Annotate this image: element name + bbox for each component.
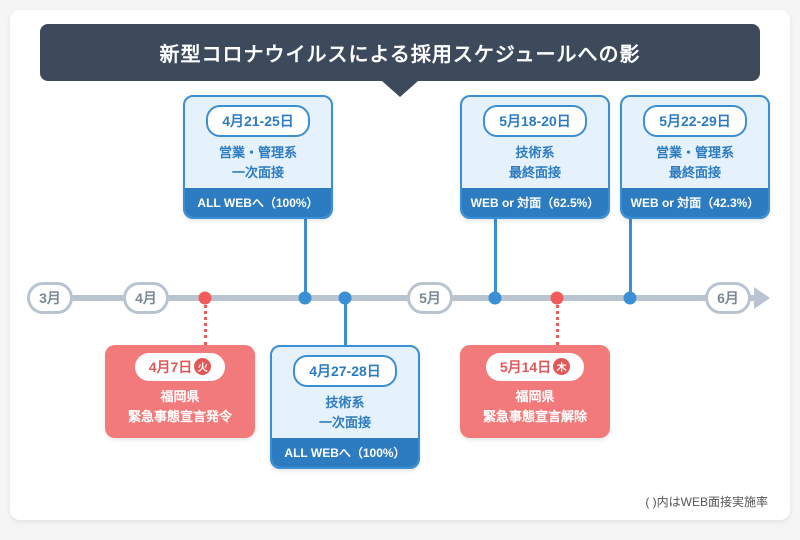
connector [556,298,559,345]
event-date: 5月22-29日 [643,105,747,137]
event-date: 4月7日火 [135,353,226,381]
event-box-may22: 5月22-29日営業・管理系最終面接 WEB or 対面（42.3%） [620,95,770,219]
event-footer: WEB or 対面（42.3%） [622,188,768,217]
event-body-line: 一次面接 [278,413,412,433]
event-body-line: 営業・管理系 [191,143,325,163]
timeline-dot [489,292,502,305]
connector [344,298,347,345]
event-footer: WEB or 対面（62.5%） [462,188,608,217]
connector [629,217,632,298]
event-body-line: 技術系 [468,143,602,163]
connector [304,217,307,298]
month-marker: 6月 [705,282,751,314]
event-body-line: 福岡県 [111,387,249,407]
event-box-apr27: 4月27-28日技術系一次面接 ALL WEBへ（100%） [270,345,420,469]
month-marker: 5月 [407,282,453,314]
timeline-dot [624,292,637,305]
title-text: 新型コロナウイルスによる採用スケジュールへの影 [160,44,641,66]
event-footer: ALL WEBへ（100%） [185,188,331,217]
weekday-icon: 木 [553,358,570,375]
event-box-may14: 5月14日木福岡県緊急事態宣言解除 [460,345,610,438]
event-body-line: 技術系 [278,393,412,413]
event-body-line: 緊急事態宣言解除 [466,407,604,427]
month-marker: 3月 [27,282,73,314]
event-body-line: 福岡県 [466,387,604,407]
weekday-icon: 火 [194,358,211,375]
timeline-dot [199,292,212,305]
event-body-line: 一次面接 [191,163,325,183]
event-box-apr21: 4月21-25日営業・管理系一次面接 ALL WEBへ（100%） [183,95,333,219]
event-date: 5月18-20日 [483,105,587,137]
event-date: 4月27-28日 [293,355,397,387]
month-marker: 4月 [123,282,169,314]
event-box-apr7: 4月7日火福岡県緊急事態宣言発令 [105,345,255,438]
event-body-line: 営業・管理系 [628,143,762,163]
event-footer: ALL WEBへ（100%） [272,438,418,467]
event-body-line: 最終面接 [468,163,602,183]
connector [204,298,207,345]
footnote: ( )内はWEB面接実施率 [645,493,768,510]
timeline-dot [551,292,564,305]
event-box-may18: 5月18-20日技術系最終面接 WEB or 対面（62.5%） [460,95,610,219]
event-date: 5月14日木 [486,353,584,381]
timeline-dot [339,292,352,305]
connector [494,217,497,298]
title-bar: 新型コロナウイルスによる採用スケジュールへの影 [40,24,760,81]
infographic-container: 新型コロナウイルスによる採用スケジュールへの影 3月 4月 5月 6月 4月21-25… [10,10,790,520]
event-body-line: 最終面接 [628,163,762,183]
event-date: 4月21-25日 [206,105,310,137]
event-body-line: 緊急事態宣言発令 [111,407,249,427]
timeline-dot [299,292,312,305]
timeline-arrowhead [754,287,770,309]
